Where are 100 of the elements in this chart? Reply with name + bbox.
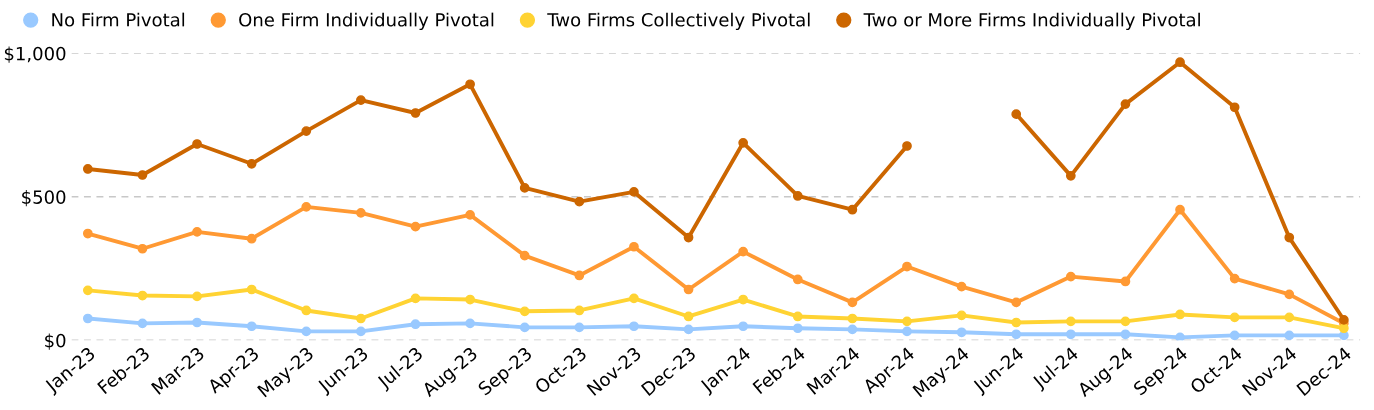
- point: [301, 326, 312, 337]
- y-tick-label: $500: [22, 189, 66, 207]
- point: [1011, 297, 1022, 308]
- point: [410, 221, 421, 232]
- point: [465, 318, 475, 329]
- point: [629, 241, 639, 252]
- legend-label: Two or More Firms Individually Pivotal: [863, 12, 1200, 31]
- y-tick-label: $0: [45, 333, 66, 350]
- point: [465, 79, 475, 90]
- point: [792, 191, 803, 201]
- point: [82, 164, 93, 174]
- point: [683, 284, 694, 295]
- point: [683, 232, 694, 243]
- point: [629, 293, 639, 304]
- y-tick-label: $1,000: [4, 46, 66, 63]
- point: [82, 313, 93, 324]
- point: [1229, 312, 1240, 323]
- point: [519, 250, 530, 261]
- point: [137, 170, 148, 180]
- point: [1065, 170, 1076, 181]
- point: [792, 323, 803, 334]
- point: [956, 327, 967, 338]
- point: [1175, 332, 1185, 341]
- point: [192, 291, 202, 302]
- point: [246, 158, 257, 169]
- point: [1120, 99, 1131, 109]
- point: [956, 281, 967, 292]
- point: [1284, 289, 1295, 300]
- point: [738, 137, 749, 148]
- point: [192, 317, 202, 328]
- point: [137, 318, 148, 329]
- point: [1229, 330, 1240, 341]
- point: [902, 141, 912, 151]
- point: [1284, 232, 1295, 243]
- point: [1120, 316, 1131, 327]
- point: [574, 270, 585, 281]
- point: [1120, 276, 1131, 287]
- point: [1339, 323, 1349, 334]
- point: [82, 228, 93, 239]
- point: [410, 319, 421, 330]
- legend-label: One Firm Individually Pivotal: [239, 12, 494, 31]
- point: [902, 261, 912, 272]
- point: [847, 313, 858, 324]
- point: [629, 187, 639, 197]
- point: [1120, 329, 1131, 340]
- point: [1284, 312, 1295, 323]
- point: [1065, 271, 1076, 282]
- point: [192, 139, 202, 149]
- point: [137, 290, 148, 301]
- point: [1175, 204, 1185, 215]
- point: [683, 311, 694, 322]
- point: [1011, 109, 1022, 120]
- legend-label: No Firm Pivotal: [52, 12, 185, 27]
- point: [137, 243, 148, 254]
- point: [82, 285, 93, 296]
- point: [847, 297, 858, 308]
- point: [1339, 315, 1349, 325]
- point: [847, 204, 858, 215]
- point: [1175, 309, 1185, 320]
- point: [629, 321, 639, 332]
- point: [246, 284, 257, 295]
- point: [1011, 317, 1022, 328]
- point: [574, 196, 585, 207]
- point: [519, 322, 530, 333]
- point: [1065, 329, 1076, 340]
- point: [301, 126, 312, 136]
- point: [574, 322, 585, 333]
- point: [246, 233, 257, 244]
- point: [465, 210, 475, 220]
- point: [356, 313, 366, 324]
- point: [465, 294, 475, 305]
- point: [519, 306, 530, 317]
- point: [902, 326, 912, 337]
- point: [1284, 330, 1295, 341]
- point: [738, 321, 749, 332]
- point: [301, 305, 312, 316]
- point: [792, 311, 803, 322]
- point: [246, 321, 257, 332]
- point: [738, 246, 749, 257]
- point: [956, 310, 967, 321]
- point: [738, 294, 749, 305]
- point: [1229, 102, 1240, 113]
- point: [192, 226, 202, 237]
- point: [902, 316, 912, 327]
- point: [301, 201, 312, 212]
- point: [1011, 329, 1022, 340]
- point: [847, 324, 858, 335]
- point: [356, 326, 366, 337]
- legend-label: Two Firms Collectively Pivotal: [547, 12, 810, 31]
- point: [356, 95, 366, 105]
- point: [574, 305, 585, 316]
- point: [792, 274, 803, 285]
- point: [1175, 57, 1185, 68]
- point: [410, 108, 421, 118]
- point: [356, 208, 366, 218]
- point: [683, 324, 694, 335]
- point: [1065, 316, 1076, 327]
- point: [1229, 273, 1240, 284]
- point: [519, 183, 530, 193]
- point: [410, 293, 421, 304]
